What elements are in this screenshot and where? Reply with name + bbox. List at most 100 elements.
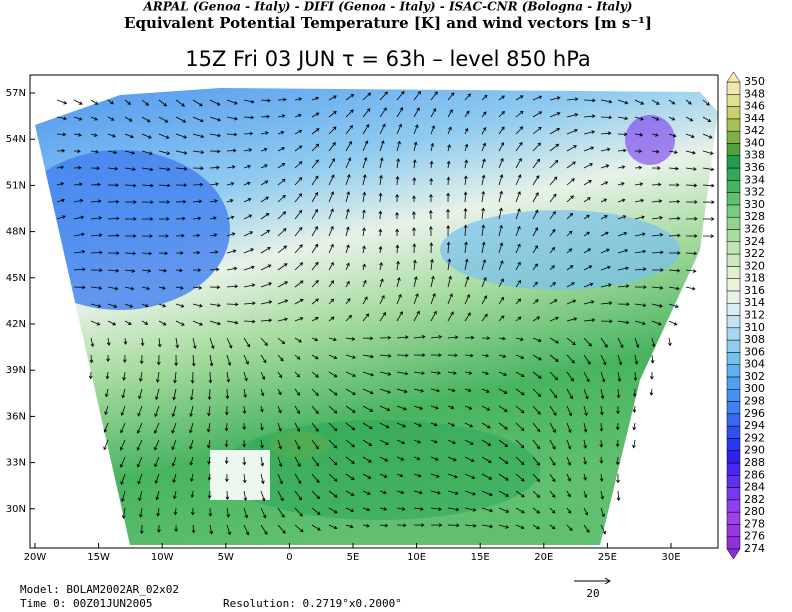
wind-arrow [345, 280, 350, 288]
wind-arrow [702, 167, 715, 172]
wind-arrow [498, 405, 508, 412]
wind-arrow [498, 315, 505, 322]
wind-arrow [599, 439, 604, 448]
wind-arrow [532, 337, 542, 343]
wind-arrow [651, 182, 662, 187]
wind-arrow [311, 298, 319, 305]
wind-arrow [90, 133, 98, 137]
colorbar-label: 316 [744, 284, 765, 297]
wind-arrow [328, 490, 338, 498]
wind-arrow [617, 116, 629, 121]
wind-arrow [107, 166, 119, 171]
wind-arrow [379, 388, 391, 394]
wind-arrow [447, 507, 460, 512]
wind-arrow [634, 116, 644, 121]
colorbar-label: 332 [744, 186, 765, 199]
wind-arrow [345, 109, 354, 118]
wind-arrow [243, 301, 256, 306]
wind-arrow [243, 231, 254, 237]
wind-arrow [362, 473, 372, 479]
wind-arrow [566, 456, 572, 466]
wind-arrow [56, 215, 66, 220]
wind-arrow [171, 439, 177, 451]
lat-label: 30N [6, 504, 26, 515]
wind-arrow [634, 198, 645, 203]
wind-arrow [311, 112, 320, 118]
colorbar-bin [726, 511, 741, 525]
wind-arrow [362, 313, 370, 322]
colorbar-top [726, 71, 741, 83]
wind-arrow [413, 422, 422, 427]
wind-arrow [600, 507, 605, 518]
wind-arrow [158, 286, 166, 290]
colorbar-bin [726, 94, 741, 107]
wind-arrow [107, 216, 120, 221]
wind-arrow [532, 175, 540, 186]
wind-arrow [498, 157, 504, 169]
colorbar-bin [726, 413, 741, 427]
wind-arrow [138, 490, 143, 502]
wind-arrow [447, 126, 452, 135]
wind-arrow [549, 473, 556, 483]
wind-arrow [328, 111, 337, 118]
wind-arrow [464, 159, 469, 169]
wind-arrow [243, 388, 247, 398]
wind-arrow [651, 320, 662, 326]
wind-arrow [617, 132, 628, 137]
wind-arrow [209, 285, 221, 290]
wind-arrow [481, 422, 491, 429]
wind-arrow [73, 149, 81, 154]
wind-arrow [430, 523, 443, 527]
wind-arrow [464, 110, 470, 118]
wind-arrow [73, 99, 83, 105]
wind-arrow [668, 133, 677, 138]
wind-arrow [139, 354, 144, 365]
map-frame [29, 74, 719, 549]
wind-arrow [120, 405, 126, 416]
wind-arrow [277, 524, 286, 534]
wind-arrow [90, 182, 101, 187]
wind-arrow [56, 182, 65, 186]
wind-arrow [549, 524, 556, 530]
wind-arrow [429, 225, 433, 237]
wind-arrow [121, 490, 126, 503]
lon-label: 20W [24, 552, 47, 563]
wind-arrow [413, 90, 422, 101]
wind-arrow [634, 232, 646, 237]
wind-arrow [106, 354, 110, 363]
wind-arrow [243, 164, 252, 169]
wind-arrow [566, 128, 578, 135]
wind-arrow [532, 209, 539, 220]
wind-arrow [158, 268, 167, 273]
wind-arrow [105, 371, 110, 380]
wind-arrow [362, 123, 370, 135]
wind-arrow [702, 200, 715, 205]
wind-arrow [124, 150, 136, 155]
wind-arrow [345, 337, 356, 341]
wind-arrow [668, 251, 681, 255]
wind-arrow [617, 302, 630, 307]
wind-arrow [413, 439, 421, 444]
lat-label: 36N [6, 411, 26, 422]
wind-arrow [396, 260, 400, 271]
wind-arrow [107, 251, 120, 255]
wind-arrow [175, 320, 185, 326]
wind-arrow [192, 99, 203, 107]
wind-arrow [173, 507, 178, 516]
wind-vectors [56, 90, 715, 536]
wind-arrow [242, 405, 247, 415]
colorbar-bin [726, 302, 741, 316]
lon-label: 5W [218, 552, 234, 563]
wind-arrow [73, 267, 86, 272]
wind-arrow [260, 282, 273, 288]
wind-arrow [566, 282, 575, 288]
wind-arrow [175, 251, 184, 255]
wind-arrow [583, 130, 596, 135]
wind-arrow [515, 439, 525, 449]
wind-arrow [412, 159, 417, 169]
wind-arrow [121, 388, 126, 399]
wind-arrow [107, 320, 117, 326]
wind-arrow [277, 299, 289, 305]
wind-arrow [158, 251, 169, 256]
wind-arrow [362, 174, 367, 186]
